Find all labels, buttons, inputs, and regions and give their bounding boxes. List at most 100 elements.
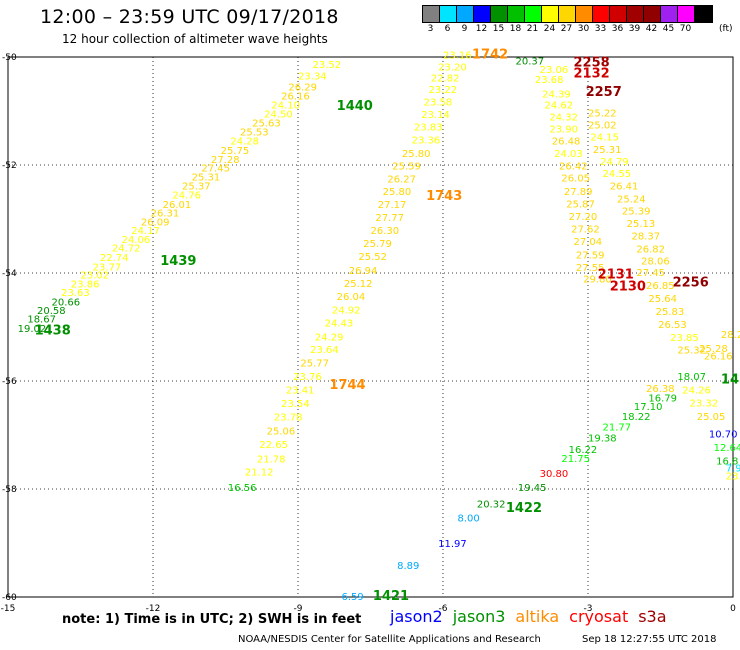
color-scale-tick: 21 bbox=[526, 24, 539, 34]
wave-height-value: 25.02 bbox=[588, 120, 617, 131]
wave-height-value: 23.16 bbox=[443, 51, 472, 62]
map-title: 12:00 – 23:59 UTC 09/17/2018 bbox=[40, 6, 339, 28]
wave-height-value: 16.22 bbox=[569, 445, 598, 456]
wave-height-value: 27.45 bbox=[201, 163, 230, 174]
wave-height-value: 25.63 bbox=[252, 119, 281, 130]
color-swatch bbox=[474, 6, 491, 22]
lat-tick-label: -60 bbox=[2, 593, 17, 603]
wave-height-value: 25.52 bbox=[358, 252, 387, 263]
pass-number-label: 1421 bbox=[373, 589, 409, 604]
legend-satellite-s3a: s3a bbox=[638, 607, 667, 626]
lat-tick-label: -58 bbox=[2, 485, 17, 495]
wave-height-value: 26.16 bbox=[281, 92, 310, 103]
wave-height-value: 26.85 bbox=[646, 281, 675, 292]
color-scale-tick: 33 bbox=[594, 24, 607, 34]
wave-height-value: 8.89 bbox=[397, 561, 419, 572]
lon-tick-label: -3 bbox=[584, 604, 593, 614]
wave-height-value: 26.09 bbox=[141, 217, 170, 228]
color-swatch bbox=[678, 6, 695, 22]
wave-height-value: 27.28 bbox=[211, 155, 240, 166]
wave-height-value: 23.34 bbox=[298, 72, 327, 83]
wave-height-value: 23.14 bbox=[421, 110, 450, 121]
wave-height-value: 25.87 bbox=[566, 200, 595, 211]
pass-number-label: 1440 bbox=[337, 99, 373, 114]
pass-number-label: 1438 bbox=[35, 324, 71, 339]
legend-satellite-jason2: jason2 bbox=[390, 607, 443, 626]
wave-height-value: 25.13 bbox=[627, 219, 656, 230]
wave-height-value: 23.22 bbox=[429, 85, 458, 96]
wave-height-value: 23.41 bbox=[286, 385, 315, 396]
wave-height-value: 23.63 bbox=[61, 288, 90, 299]
wave-height-value: 27.45 bbox=[636, 268, 665, 279]
color-scale-tick: 24 bbox=[543, 24, 556, 34]
wave-height-value: 24.50 bbox=[264, 109, 293, 120]
wave-height-value: 26.16 bbox=[704, 351, 733, 362]
wave-height-value: 24.32 bbox=[549, 113, 578, 124]
wave-height-value: 26.82 bbox=[636, 244, 665, 255]
wave-height-value: 24.39 bbox=[542, 90, 571, 101]
generated-timestamp: Sep 18 12:27:55 UTC 2018 bbox=[582, 634, 717, 645]
wave-height-value: 20.58 bbox=[37, 306, 66, 317]
wave-height-value: 23.52 bbox=[313, 60, 342, 71]
wave-height-value: 28.37 bbox=[632, 232, 661, 243]
wave-height-value: 21.75 bbox=[561, 454, 590, 465]
wave-height-value: 23.64 bbox=[310, 345, 339, 356]
color-swatch bbox=[440, 6, 457, 22]
map-frame bbox=[7, 56, 734, 598]
color-swatch bbox=[661, 6, 678, 22]
color-scale-tick: 12 bbox=[475, 24, 488, 34]
wave-height-value: 25.12 bbox=[344, 279, 373, 290]
wave-height-value: 23.58 bbox=[424, 98, 453, 109]
wave-height-value: 12.64 bbox=[714, 443, 740, 454]
color-swatch bbox=[525, 6, 542, 22]
wave-height-value: 20.37 bbox=[516, 57, 545, 68]
wave-height-value: 25.39 bbox=[622, 207, 651, 218]
wave-height-value: 27.62 bbox=[571, 225, 600, 236]
color-swatch bbox=[423, 6, 440, 22]
wave-height-value: 23.20 bbox=[438, 63, 467, 74]
wave-height-value: 25.31 bbox=[192, 173, 221, 184]
pass-number-label: 142 bbox=[721, 373, 740, 388]
wave-height-value: 23.54 bbox=[281, 399, 310, 410]
wave-height-value: 25.32 bbox=[677, 345, 706, 356]
wave-height-value: 26.27 bbox=[387, 174, 416, 185]
wave-height-value: 23.68 bbox=[535, 75, 564, 86]
color-swatch bbox=[610, 6, 627, 22]
pass-number-label: 1439 bbox=[160, 254, 196, 269]
wave-height-value: 24.06 bbox=[122, 235, 151, 246]
wave-height-value: 25.77 bbox=[300, 358, 329, 369]
pass-number-label: 2131 bbox=[598, 267, 634, 282]
wave-height-value: 24.15 bbox=[590, 133, 619, 144]
wave-height-value: 22.65 bbox=[259, 440, 288, 451]
wave-height-value: 16.8 bbox=[716, 457, 738, 468]
wave-height-value: 19.45 bbox=[518, 483, 547, 494]
wave-height-value: 24.79 bbox=[600, 157, 629, 168]
color-scale-tick: 39 bbox=[628, 24, 641, 34]
color-scale-tick: 27 bbox=[560, 24, 573, 34]
wave-height-value: 24.92 bbox=[332, 306, 361, 317]
observation-labels: 19.0218.6720.5820.6623.6323.8623.0223.77… bbox=[18, 51, 740, 604]
lon-tick-label: -6 bbox=[439, 604, 448, 614]
color-swatch bbox=[542, 6, 559, 22]
wave-height-value: 26.94 bbox=[349, 266, 378, 277]
pass-number-label: 2257 bbox=[586, 85, 622, 100]
satellite-legend: jason2 jason3 altika cryosat s3a bbox=[390, 607, 677, 626]
color-scale-tick: 9 bbox=[461, 24, 468, 34]
pass-number-label: 1742 bbox=[472, 48, 508, 63]
lat-tick-label: -52 bbox=[2, 161, 17, 171]
wave-height-value: 27.17 bbox=[378, 200, 407, 211]
wave-height-value: 26.05 bbox=[561, 174, 590, 185]
wave-height-value: 25.83 bbox=[656, 307, 685, 318]
wave-height-value: 26.04 bbox=[337, 292, 366, 303]
wave-height-value: 25.31 bbox=[593, 145, 622, 156]
color-swatch bbox=[457, 6, 474, 22]
wave-height-value: 17.10 bbox=[634, 402, 663, 413]
wave-height-value: 26.41 bbox=[610, 181, 639, 192]
wave-height-value: 24.43 bbox=[325, 318, 354, 329]
wave-height-value: 25.28 bbox=[699, 344, 728, 355]
color-swatch bbox=[627, 6, 644, 22]
color-swatch bbox=[491, 6, 508, 22]
wave-height-value: 23.83 bbox=[414, 122, 443, 133]
